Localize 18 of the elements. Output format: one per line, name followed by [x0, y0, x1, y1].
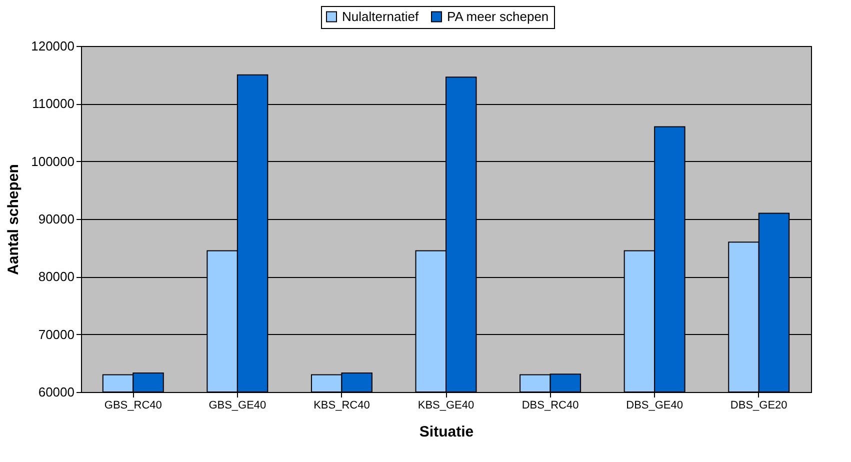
y-tick-label: 120000: [31, 38, 74, 54]
legend-label: PA meer schepen: [447, 8, 549, 24]
x-tick-label: DBS_GE20: [730, 400, 788, 412]
y-tick-label: 110000: [32, 96, 74, 112]
y-tick-label: 100000: [31, 154, 74, 169]
x-axis-title: Situatie: [419, 424, 474, 440]
x-tick-label: DBS_GE40: [626, 400, 684, 412]
x-tick-label: KBS_GE40: [418, 400, 474, 412]
y-tick-label: 60000: [38, 384, 74, 400]
x-tick-label: DBS_RC40: [522, 400, 579, 412]
x-tick-label: KBS_RC40: [314, 400, 370, 412]
x-tick-label: GBS_GE40: [208, 400, 266, 412]
legend-label: Nulalternatief: [342, 8, 419, 24]
y-tick-label: 70000: [38, 326, 74, 342]
y-axis-title: Aantal schepen: [5, 164, 22, 275]
x-tick-label: GBS_RC40: [104, 400, 162, 412]
y-tick-label: 80000: [38, 269, 74, 284]
y-tick-label: 90000: [38, 212, 74, 226]
